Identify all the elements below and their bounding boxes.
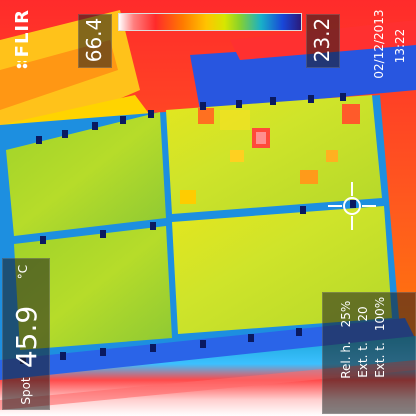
temperature-color-bar	[118, 13, 302, 31]
brand-name: FLIR	[11, 9, 33, 58]
scale-max-panel	[78, 14, 112, 68]
param-value-rel-humidity: 25%	[339, 300, 353, 328]
capture-time: 13:22	[393, 28, 407, 64]
parameters-panel	[322, 292, 416, 414]
param-value-ext-trans: 100%	[373, 296, 387, 332]
flir-logo-icon	[16, 61, 28, 69]
crosshair-icon	[328, 182, 376, 230]
flir-logo: FLIR	[9, 9, 35, 69]
spot-temperature-value: 45.9	[10, 305, 43, 369]
scale-min-panel	[306, 14, 340, 68]
spot-readout-panel	[2, 258, 50, 410]
scale-max-value: 66.4	[82, 17, 106, 63]
spot-unit: °C	[16, 264, 30, 280]
capture-date: 02/12/2013	[372, 9, 386, 79]
spot-label: Spot	[19, 377, 33, 405]
param-value-ext-temp: 20	[356, 306, 370, 322]
scale-min-value: 23.2	[310, 17, 334, 63]
